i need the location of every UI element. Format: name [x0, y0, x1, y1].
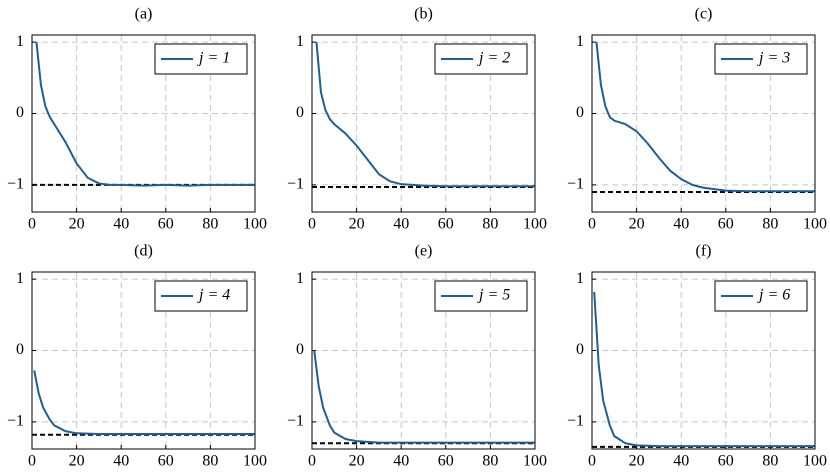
plot-frame [591, 271, 816, 450]
legend-label: j = 1 [197, 50, 230, 67]
x-tick-label: 20 [349, 453, 365, 470]
x-tick-label: 40 [113, 453, 129, 470]
panel: (a) 0 20 40 60 80 100 −1 0 1 j = 1 [7, 6, 267, 233]
y-tick-label: −1 [287, 413, 304, 430]
panel: (d) 0 20 40 60 80 100 −1 0 1 j = 4 [7, 243, 267, 470]
y-tick-label: 0 [16, 104, 24, 121]
panel-title: (c) [695, 6, 713, 23]
x-tick-label: 40 [673, 216, 689, 233]
x-tick-label: 40 [113, 216, 129, 233]
x-tick-label: 40 [673, 453, 689, 470]
y-tick-label: −1 [567, 176, 584, 193]
panel: (c) 0 20 40 60 80 100 −1 0 1 j = 3 [567, 6, 827, 233]
x-tick-label: 80 [202, 216, 218, 233]
x-tick-label: 100 [803, 216, 827, 233]
x-tick-label: 80 [482, 216, 498, 233]
panel: (f) 0 20 40 60 80 100 −1 0 1 j = 6 [567, 243, 827, 470]
panel-title: (b) [414, 6, 433, 23]
series-line [33, 370, 255, 436]
series-line [35, 42, 255, 187]
series-line [593, 291, 815, 448]
x-tick-label: 60 [158, 453, 174, 470]
panel-title: (d) [134, 243, 153, 260]
x-tick-label: 100 [523, 453, 547, 470]
x-tick-label: 0 [588, 216, 596, 233]
x-tick-label: 20 [629, 453, 645, 470]
legend-label: j = 4 [197, 287, 230, 304]
x-tick-label: 100 [243, 453, 267, 470]
legend-label: j = 3 [757, 50, 790, 67]
series-line [313, 350, 535, 444]
y-tick-label: 0 [576, 341, 584, 358]
y-tick-label: 1 [296, 33, 304, 50]
plot-frame [31, 34, 256, 213]
y-tick-label: 1 [576, 33, 584, 50]
panel-title: (a) [135, 6, 153, 23]
panel: (b) 0 20 40 60 80 100 −1 0 1 j = 2 [287, 6, 547, 233]
x-tick-label: 100 [243, 216, 267, 233]
y-tick-label: 0 [296, 341, 304, 358]
x-tick-label: 40 [393, 453, 409, 470]
x-tick-label: 20 [629, 216, 645, 233]
y-tick-label: −1 [287, 176, 304, 193]
y-tick-label: 0 [296, 104, 304, 121]
plot-frame [31, 271, 256, 450]
plot-frame [311, 34, 536, 213]
y-tick-label: 0 [16, 341, 24, 358]
legend-box [154, 43, 248, 75]
x-tick-label: 0 [308, 453, 316, 470]
y-tick-label: 1 [16, 33, 24, 50]
y-tick-label: 0 [576, 104, 584, 121]
x-tick-label: 60 [438, 453, 454, 470]
x-tick-label: 0 [28, 216, 36, 233]
panel-title: (e) [415, 243, 433, 260]
panel-title: (f) [696, 243, 712, 260]
series-line [595, 42, 815, 193]
x-tick-label: 80 [762, 453, 778, 470]
y-tick-label: 1 [16, 270, 24, 287]
x-tick-label: 80 [482, 453, 498, 470]
x-tick-label: 100 [803, 453, 827, 470]
x-tick-label: 60 [158, 216, 174, 233]
x-tick-label: 60 [438, 216, 454, 233]
x-tick-label: 0 [28, 453, 36, 470]
x-tick-label: 80 [762, 216, 778, 233]
x-tick-label: 60 [718, 453, 734, 470]
y-tick-label: −1 [7, 413, 24, 430]
x-tick-label: 20 [349, 216, 365, 233]
y-tick-label: 1 [296, 270, 304, 287]
x-tick-label: 60 [718, 216, 734, 233]
y-tick-label: −1 [567, 413, 584, 430]
y-tick-label: −1 [7, 176, 24, 193]
x-tick-label: 40 [393, 216, 409, 233]
y-tick-label: 1 [576, 270, 584, 287]
x-tick-label: 20 [69, 453, 85, 470]
plot-frame [591, 34, 816, 213]
x-tick-label: 0 [308, 216, 316, 233]
series-line [315, 42, 535, 188]
x-tick-label: 20 [69, 216, 85, 233]
legend-label: j = 5 [477, 287, 510, 304]
legend-label: j = 6 [757, 287, 790, 304]
x-tick-label: 100 [523, 216, 547, 233]
legend-label: j = 2 [477, 50, 510, 67]
panel: (e) 0 20 40 60 80 100 −1 0 1 j = 5 [287, 243, 547, 470]
plot-frame [311, 271, 536, 450]
x-tick-label: 0 [588, 453, 596, 470]
x-tick-label: 80 [202, 453, 218, 470]
